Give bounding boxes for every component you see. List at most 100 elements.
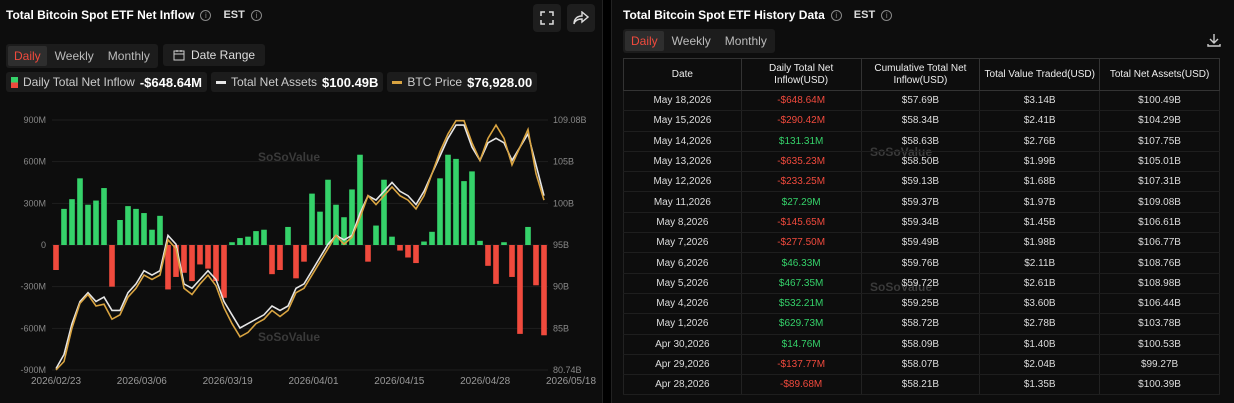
- tab-monthly[interactable]: Monthly: [107, 49, 150, 63]
- y-left-tick-label: 300M: [23, 198, 46, 208]
- tab-weekly[interactable]: Weekly: [54, 49, 94, 63]
- timezone-info-icon[interactable]: i: [881, 9, 893, 21]
- info-icon[interactable]: i: [830, 9, 842, 21]
- x-tick-label: 2026/03/06: [117, 376, 167, 387]
- cell-daily-inflow: -$89.68M: [740, 374, 862, 396]
- cell-cumulative-inflow: $57.69B: [860, 90, 981, 112]
- cell-cumulative-inflow: $59.34B: [860, 212, 981, 234]
- date-range-button[interactable]: Date Range: [163, 44, 266, 66]
- cell-date: May 8,2026: [623, 212, 742, 234]
- cell-date: May 5,2026: [623, 273, 742, 294]
- cell-daily-inflow: -$648.64M: [740, 90, 862, 112]
- inflow-bar: [93, 200, 99, 245]
- table-row[interactable]: Apr 30,2026 $14.76M $58.09B $1.40B $100.53B: [623, 334, 1220, 355]
- inflow-bar: [469, 171, 475, 245]
- y-left-tick-label: 600M: [23, 157, 46, 167]
- inflow-bar: [165, 245, 171, 290]
- inflow-bar: [269, 245, 275, 275]
- table-row[interactable]: May 15,2026 -$290.42M $58.34B $2.41B $104.29…: [623, 110, 1220, 132]
- chart-legend: Daily Total Net Inflow -$648.64M Total N…: [6, 72, 538, 92]
- col-net-assets[interactable]: Total Net Assets(USD): [1099, 58, 1220, 91]
- inflow-bar: [285, 226, 291, 245]
- cell-date: May 15,2026: [623, 110, 742, 132]
- inflow-bar: [133, 208, 139, 245]
- cell-value-traded: $2.78B: [979, 313, 1101, 335]
- cell-cumulative-inflow: $58.21B: [860, 374, 981, 396]
- legend-btc-price[interactable]: BTC Price $76,928.00: [387, 72, 538, 92]
- inflow-bar: [245, 236, 251, 245]
- y-left-tick-label: -600M: [20, 323, 46, 333]
- col-cumulative-inflow[interactable]: Cumulative Total Net Inflow(USD): [860, 58, 981, 91]
- table-row[interactable]: May 8,2026 -$145.65M $59.34B $1.45B $106.61B: [623, 212, 1220, 234]
- table-row[interactable]: May 5,2026 $467.35M $59.72B $2.61B $108.98B: [623, 273, 1220, 294]
- col-value-traded[interactable]: Total Value Traded(USD): [979, 58, 1101, 91]
- inflow-bar: [365, 245, 371, 262]
- inflow-bar: [301, 245, 307, 262]
- tab-weekly[interactable]: Weekly: [671, 34, 711, 48]
- tab-daily[interactable]: Daily: [625, 31, 664, 51]
- cell-daily-inflow: $27.29M: [740, 191, 862, 213]
- table-row[interactable]: May 7,2026 -$277.50M $59.49B $1.98B $106.77B: [623, 232, 1220, 254]
- cell-daily-inflow: $46.33M: [740, 252, 862, 274]
- col-date[interactable]: Date: [623, 58, 742, 91]
- info-icon[interactable]: i: [200, 9, 212, 21]
- legend-btc-price-value: $76,928.00: [467, 74, 533, 90]
- inflow-bar: [349, 189, 355, 245]
- tab-monthly[interactable]: Monthly: [724, 34, 767, 48]
- inflow-bar: [53, 245, 59, 270]
- cell-daily-inflow: -$277.50M: [740, 232, 862, 254]
- cell-cumulative-inflow: $58.72B: [860, 313, 981, 335]
- table-row[interactable]: May 4,2026 $532.21M $59.25B $3.60B $106.44B: [623, 293, 1220, 315]
- download-button[interactable]: [1206, 32, 1222, 53]
- cell-date: May 7,2026: [623, 232, 742, 254]
- table-row[interactable]: May 12,2026 -$233.25M $59.13B $1.68B $107.31…: [623, 171, 1220, 193]
- col-daily-inflow[interactable]: Daily Total Net Inflow(USD): [740, 58, 862, 91]
- cell-net-assets: $100.39B: [1099, 374, 1220, 396]
- cell-value-traded: $1.68B: [979, 171, 1101, 193]
- table-row[interactable]: Apr 29,2026 -$137.77M $58.07B $2.04B $99.27B: [623, 354, 1220, 376]
- net-inflow-chart[interactable]: 900M 600M 300M 0 -300M -600M -900M 109.08B 105B 1…: [0, 108, 603, 393]
- cell-cumulative-inflow: $58.09B: [860, 334, 981, 355]
- bar-swatch-icon: [11, 76, 18, 88]
- cell-net-assets: $100.53B: [1099, 334, 1220, 355]
- inflow-bar: [85, 204, 91, 245]
- inflow-bar: [421, 241, 427, 245]
- chart-title: Total Bitcoin Spot ETF Net Inflow: [6, 8, 195, 22]
- y-right-tick-label: 95B: [553, 240, 569, 250]
- table-row[interactable]: May 11,2026 $27.29M $59.37B $1.97B $109.08B: [623, 191, 1220, 213]
- x-tick-label: 2026/05/18: [546, 376, 596, 387]
- inflow-bar: [125, 206, 131, 245]
- cell-daily-inflow: -$137.77M: [740, 354, 862, 376]
- table-row[interactable]: May 18,2026 -$648.64M $57.69B $3.14B $100.49…: [623, 90, 1220, 112]
- table-row[interactable]: May 6,2026 $46.33M $59.76B $2.11B $108.76B: [623, 252, 1220, 274]
- legend-total-assets[interactable]: Total Net Assets $100.49B: [210, 72, 384, 92]
- cell-date: Apr 30,2026: [623, 334, 742, 355]
- inflow-bar: [69, 199, 75, 245]
- share-button[interactable]: [567, 4, 595, 32]
- cell-date: May 4,2026: [623, 293, 742, 315]
- inflow-bar: [221, 245, 227, 298]
- inflow-bar: [373, 225, 379, 245]
- cell-value-traded: $2.41B: [979, 110, 1101, 132]
- cell-date: May 6,2026: [623, 252, 742, 274]
- inflow-bar: [261, 229, 267, 245]
- cell-cumulative-inflow: $58.07B: [860, 354, 981, 376]
- table-row[interactable]: Apr 28,2026 -$89.68M $58.21B $1.35B $100.39B: [623, 374, 1220, 396]
- inflow-bar: [117, 220, 123, 245]
- cell-daily-inflow: $467.35M: [740, 273, 862, 294]
- table-row[interactable]: May 1,2026 $629.73M $58.72B $2.78B $103.78B: [623, 313, 1220, 335]
- table-row[interactable]: May 13,2026 -$635.23M $58.50B $1.99B $105.01…: [623, 151, 1220, 173]
- timezone-info-icon[interactable]: i: [250, 9, 262, 21]
- left-period-tabs: Daily Weekly Monthly: [6, 44, 158, 68]
- inflow-bar: [189, 245, 195, 282]
- tab-daily[interactable]: Daily: [8, 46, 47, 66]
- inflow-bar: [453, 158, 459, 245]
- inflow-bar: [157, 215, 163, 245]
- legend-net-inflow[interactable]: Daily Total Net Inflow -$648.64M: [6, 72, 207, 92]
- cell-cumulative-inflow: $59.13B: [860, 171, 981, 193]
- table-row[interactable]: May 14,2026 $131.31M $58.63B $2.76B $107.75B: [623, 131, 1220, 152]
- btc-price-line: [55, 119, 545, 371]
- inflow-bar: [445, 154, 451, 245]
- cell-daily-inflow: -$635.23M: [740, 151, 862, 173]
- fullscreen-button[interactable]: [533, 4, 561, 32]
